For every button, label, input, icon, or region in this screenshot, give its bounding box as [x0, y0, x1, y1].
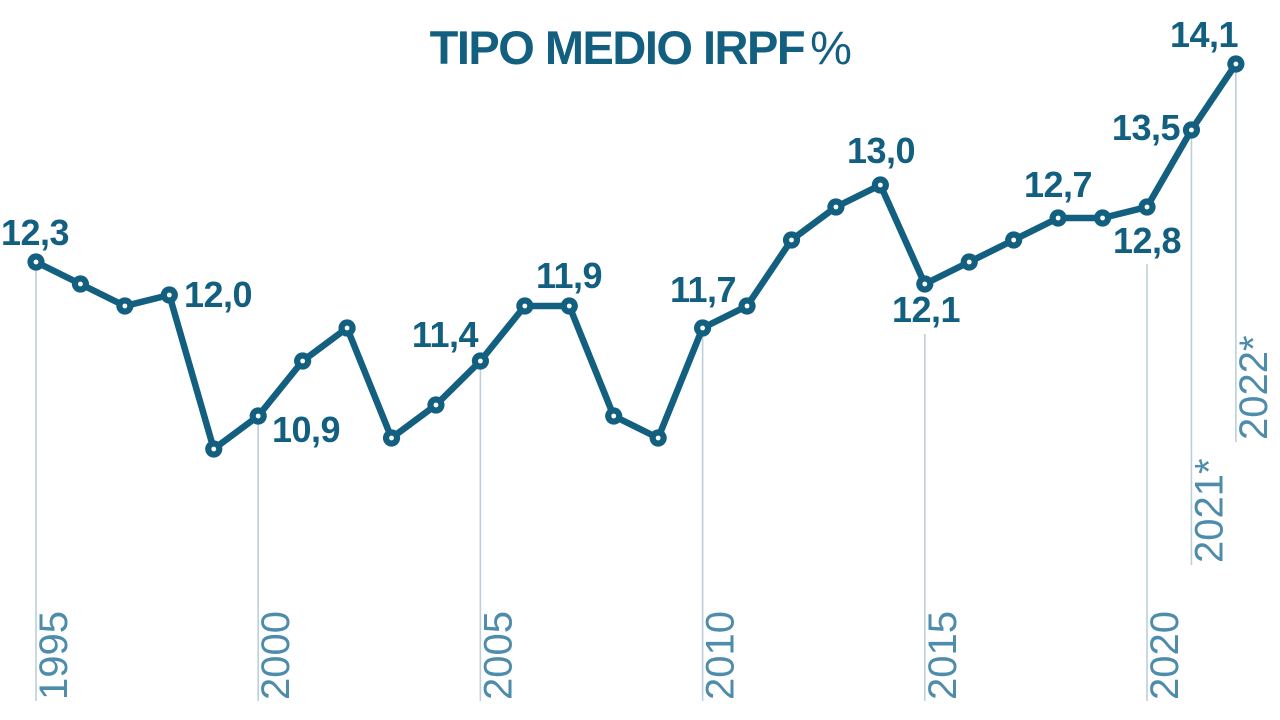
axis-year-label-1995: 1995 [32, 611, 76, 700]
data-point-label-2010: 11,7 [670, 269, 736, 310]
axis-year-label-2021: 2021* [1187, 458, 1231, 563]
data-point-hole-2008 [611, 413, 617, 419]
axis-year-label-2010: 2010 [699, 611, 743, 700]
axis-year-label-2022: 2022* [1232, 335, 1276, 440]
data-point-hole-2020 [1144, 204, 1150, 210]
data-point-label-2015: 12,1 [892, 289, 961, 330]
data-point-hole-2019 [1100, 215, 1105, 221]
chart-title-unit: % [810, 21, 852, 74]
data-point-hole-1997 [122, 303, 128, 309]
axis-year-label-2020: 2020 [1143, 611, 1187, 700]
data-point-hole-2012 [789, 237, 794, 243]
chart-title-text: TIPO MEDIO IRPF [429, 21, 806, 74]
axis-year-label-2000: 2000 [254, 611, 298, 700]
data-point-hole-2007 [566, 303, 572, 309]
data-point-label-2014: 13,0 [847, 130, 915, 171]
data-point-hole-1998 [166, 292, 172, 298]
data-point-label-1995: 12,3 [1, 212, 69, 253]
data-point-hole-2013 [833, 204, 839, 210]
axis-year-label-2015: 2015 [921, 611, 965, 700]
data-point-hole-2017 [1011, 237, 1017, 243]
data-point-label-2000: 10,9 [272, 409, 340, 450]
data-point-hole-2014 [877, 182, 883, 188]
axis-year-label-2005: 2005 [476, 611, 520, 700]
chart-title: TIPO MEDIO IRPF% [0, 24, 1280, 71]
data-point-hole-2021 [1189, 127, 1194, 133]
data-point-label-2020: 12,8 [1113, 220, 1181, 261]
data-point-hole-2000 [255, 413, 261, 419]
data-point-hole-2018 [1055, 215, 1061, 221]
data-point-label-2021: 13,5 [1112, 107, 1181, 148]
data-point-hole-2001 [300, 358, 306, 364]
data-point-label-2022: 14,1 [1170, 14, 1239, 55]
data-point-hole-1995 [33, 259, 39, 265]
data-point-hole-1996 [78, 281, 83, 287]
data-point-hole-1999 [211, 446, 217, 452]
data-point-hole-2015 [922, 281, 928, 287]
data-point-label-2018: 12,7 [1024, 164, 1092, 205]
data-point-label-2007: 11,9 [536, 255, 602, 296]
data-point-hole-2002 [344, 325, 350, 331]
data-point-hole-2016 [966, 259, 972, 265]
data-point-hole-2006 [522, 303, 528, 309]
data-point-label-2005: 11,4 [412, 314, 479, 355]
series-line [32, 60, 1240, 453]
data-point-hole-2022 [1233, 61, 1239, 67]
data-point-label-1998: 12,0 [184, 274, 252, 315]
data-point-hole-2005 [478, 358, 483, 364]
data-point-hole-2009 [655, 435, 661, 441]
data-point-hole-2004 [433, 402, 439, 408]
data-point-hole-2010 [700, 325, 705, 331]
data-point-hole-2003 [389, 435, 394, 441]
data-point-hole-2011 [744, 303, 750, 309]
